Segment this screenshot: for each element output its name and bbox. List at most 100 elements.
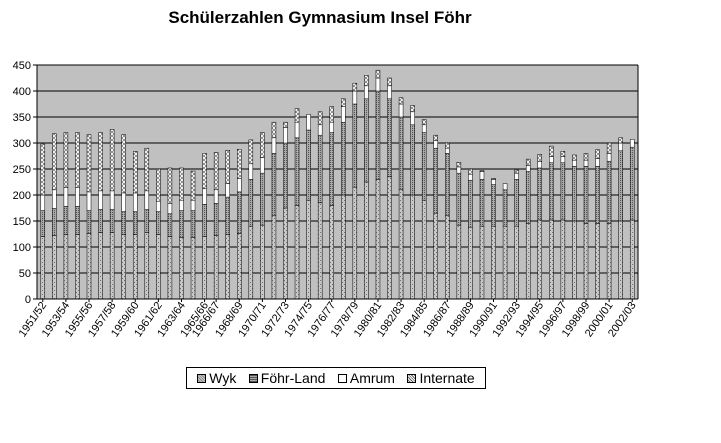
- bar-amrum: [144, 190, 150, 210]
- bar-wyk: [294, 205, 300, 300]
- bar-wyk: [248, 225, 254, 300]
- bar-amrum: [445, 147, 450, 154]
- legend: Wyk Föhr-Land Amrum Internate: [186, 367, 486, 389]
- bar-wyk: [468, 226, 473, 300]
- bar-internate: [156, 168, 161, 202]
- bar-wyk: [144, 232, 150, 300]
- bar-foehr-land: [179, 210, 184, 238]
- bar-amrum: [40, 194, 46, 211]
- bar-internate: [341, 98, 346, 107]
- bar-internate: [618, 137, 623, 144]
- bar-foehr-land: [248, 179, 254, 227]
- bar-amrum: [456, 166, 462, 174]
- bar-internate: [109, 129, 115, 192]
- bar-internate: [271, 121, 277, 139]
- bar-internate: [468, 168, 473, 175]
- bar-foehr-land: [213, 203, 219, 236]
- bar-amrum: [63, 187, 69, 207]
- legend-item: Wyk: [197, 370, 236, 386]
- bar-foehr-land: [52, 208, 57, 236]
- bar-internate: [560, 151, 566, 157]
- bar-wyk: [456, 224, 462, 300]
- bar-foehr-land: [606, 160, 612, 224]
- bar-foehr-land: [260, 172, 265, 226]
- legend-item: Internate: [407, 370, 475, 386]
- bar-internate: [132, 151, 138, 194]
- bar-amrum: [549, 156, 554, 164]
- bar-internate: [98, 132, 103, 192]
- bar-internate: [167, 167, 173, 204]
- bar-foehr-land: [456, 172, 462, 226]
- bar-internate: [40, 143, 46, 196]
- bar-internate: [595, 149, 600, 159]
- bar-amrum: [583, 159, 589, 167]
- plot-background: [37, 65, 638, 299]
- bar-internate: [202, 153, 207, 190]
- bar-foehr-land: [271, 153, 277, 217]
- bar-foehr-land: [283, 142, 288, 209]
- bar-amrum: [491, 179, 496, 185]
- bar-amrum: [86, 191, 92, 211]
- bar-foehr-land: [572, 166, 577, 222]
- bar-amrum: [514, 172, 519, 180]
- bar-internate: [248, 139, 254, 165]
- bar-amrum: [317, 124, 323, 136]
- bar-amrum: [479, 171, 485, 180]
- bar-amrum: [156, 200, 161, 212]
- bar-foehr-land: [468, 180, 473, 228]
- bar-foehr-land: [595, 166, 600, 224]
- bar-internate: [387, 77, 392, 87]
- bar-amrum: [468, 173, 473, 181]
- bar-wyk: [421, 199, 427, 300]
- bar-amrum: [410, 111, 415, 126]
- bar-foehr-land: [98, 209, 103, 233]
- legend-label: Amrum: [349, 370, 395, 386]
- bar-amrum: [75, 187, 80, 207]
- bar-amrum: [283, 127, 288, 144]
- bar-wyk: [433, 212, 438, 300]
- bar-foehr-land: [618, 150, 623, 222]
- bar-wyk: [514, 225, 519, 300]
- bar-internate: [572, 154, 577, 161]
- bar-foehr-land: [63, 206, 69, 235]
- bar-amrum: [294, 121, 300, 139]
- bar-wyk: [109, 232, 115, 300]
- bar-foehr-land: [121, 211, 126, 235]
- bar-internate: [329, 106, 334, 123]
- bar-foehr-land: [375, 90, 381, 180]
- bar-foehr-land: [190, 210, 196, 238]
- bar-foehr-land: [445, 153, 450, 217]
- bar-foehr-land: [479, 179, 485, 227]
- bar-amrum: [132, 192, 138, 212]
- bar-internate: [52, 133, 57, 191]
- bar-amrum: [618, 142, 623, 152]
- bar-wyk: [75, 234, 80, 300]
- bar-amrum: [225, 183, 230, 198]
- legend-item: Föhr-Land: [248, 370, 326, 386]
- bar-internate: [317, 111, 323, 126]
- bar-wyk: [237, 233, 242, 300]
- bar-foehr-land: [306, 129, 311, 201]
- bar-foehr-land: [75, 206, 80, 235]
- bar-amrum: [525, 165, 531, 172]
- bar-wyk: [132, 234, 138, 300]
- bar-amrum: [121, 192, 126, 212]
- bar-internate: [479, 170, 485, 172]
- bar-wyk: [156, 234, 161, 300]
- bar-amrum: [421, 124, 427, 133]
- bar-internate: [213, 152, 219, 191]
- bar-internate: [456, 161, 462, 168]
- bar-wyk: [63, 234, 69, 300]
- bar-wyk: [86, 233, 92, 300]
- bar-amrum: [237, 178, 242, 193]
- y-tick-label: 150: [13, 216, 31, 228]
- bar-internate: [63, 132, 69, 188]
- bar-internate: [237, 148, 242, 179]
- bar-foehr-land: [537, 167, 543, 221]
- bar-amrum: [329, 121, 334, 133]
- bar-internate: [144, 147, 150, 192]
- bar-amrum: [572, 159, 577, 167]
- legend-label: Föhr-Land: [260, 370, 326, 386]
- bar-wyk: [260, 224, 265, 300]
- bar-amrum: [179, 199, 184, 211]
